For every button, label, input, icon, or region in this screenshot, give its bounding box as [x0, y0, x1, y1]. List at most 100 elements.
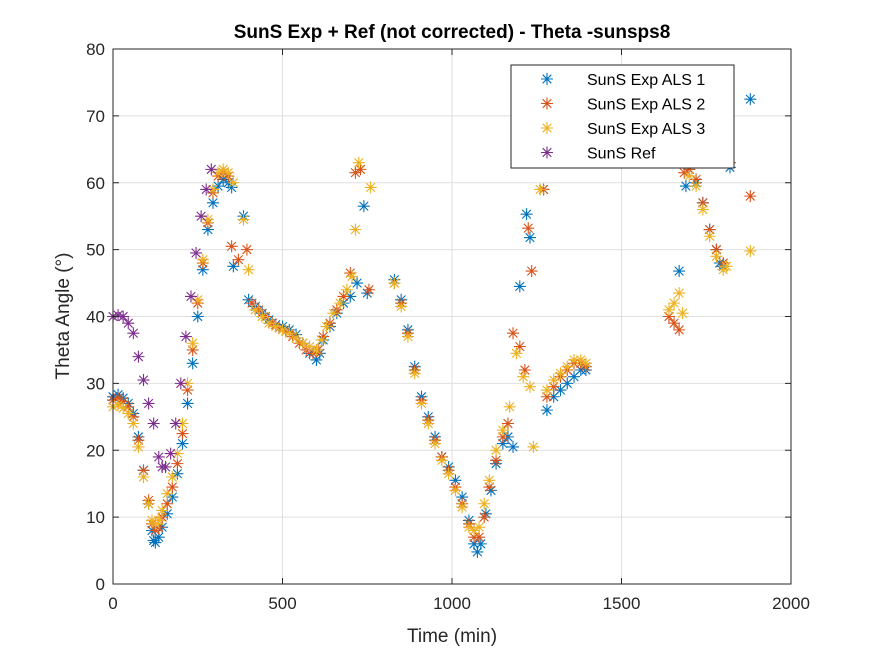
- data-point: [166, 491, 179, 504]
- data-point: [703, 230, 716, 243]
- data-point: [568, 353, 581, 366]
- data-point: [127, 410, 140, 423]
- data-point: [401, 330, 414, 343]
- data-point: [696, 196, 709, 209]
- data-point: [522, 222, 535, 235]
- data-point: [518, 364, 531, 376]
- data-point: [171, 447, 184, 460]
- data-point: [349, 166, 362, 179]
- data-point: [112, 392, 125, 405]
- data-point: [112, 398, 125, 411]
- data-point: [534, 183, 547, 196]
- data-point: [112, 309, 125, 322]
- data-point: [132, 350, 145, 363]
- data-point: [166, 481, 179, 494]
- data-point: [171, 457, 184, 470]
- data-point: [513, 280, 526, 293]
- data-point: [474, 537, 487, 550]
- data-point: [744, 244, 757, 257]
- data-point: [152, 450, 165, 463]
- data-point: [345, 270, 358, 283]
- data-point: [683, 170, 696, 183]
- data-point: [468, 537, 481, 550]
- data-point: [225, 240, 238, 253]
- data-point: [181, 377, 194, 390]
- data-point: [362, 283, 375, 296]
- data-point: [127, 417, 140, 430]
- data-point: [696, 203, 709, 216]
- data-point: [142, 397, 155, 410]
- data-point: [510, 347, 523, 360]
- data-point: [249, 303, 262, 316]
- data-point: [547, 380, 560, 393]
- data-point: [142, 497, 155, 510]
- data-point: [137, 464, 150, 477]
- data-point: [262, 317, 275, 330]
- data-point: [315, 333, 328, 346]
- y-tick-label: 40: [86, 308, 105, 327]
- data-point: [449, 484, 462, 497]
- data-point: [344, 267, 357, 280]
- data-point: [574, 353, 587, 366]
- x-tick-label: 2000: [772, 594, 810, 613]
- data-point: [554, 367, 567, 380]
- data-point: [490, 454, 503, 467]
- y-tick-label: 20: [86, 441, 105, 460]
- legend-label: SunS Exp ALS 1: [587, 72, 705, 89]
- data-point: [117, 395, 130, 408]
- data-point: [361, 287, 374, 300]
- data-point: [181, 397, 194, 410]
- data-point: [507, 327, 520, 340]
- data-point: [540, 390, 553, 403]
- data-point: [303, 340, 316, 353]
- data-point: [132, 440, 145, 453]
- data-point: [351, 277, 364, 290]
- data-point: [395, 300, 408, 313]
- data-point: [195, 210, 208, 223]
- data-point: [429, 437, 442, 450]
- x-tick-label: 1500: [603, 594, 641, 613]
- data-point: [344, 290, 357, 303]
- legend: SunS Exp ALS 1 SunS Exp ALS 2 SunS Exp ALS…: [510, 64, 735, 169]
- data-point: [484, 484, 497, 497]
- data-point: [408, 367, 421, 380]
- data-point: [662, 303, 675, 316]
- data-point: [152, 514, 165, 527]
- data-point: [547, 374, 560, 387]
- data-point: [137, 374, 150, 387]
- data-point: [520, 208, 533, 221]
- data-point: [478, 511, 491, 524]
- x-tick-label: 1000: [433, 594, 471, 613]
- data-point: [668, 317, 681, 330]
- data-point: [496, 430, 509, 443]
- y-tick-label: 30: [86, 374, 105, 393]
- legend-marker: [541, 73, 553, 85]
- data-point: [207, 183, 220, 196]
- data-point: [227, 260, 240, 273]
- data-point: [122, 400, 135, 413]
- data-point: [679, 180, 692, 193]
- data-point: [205, 163, 218, 176]
- data-point: [357, 200, 370, 213]
- data-point: [340, 283, 353, 296]
- data-point: [283, 327, 296, 340]
- data-point: [159, 460, 172, 473]
- data-point: [683, 163, 696, 176]
- data-point: [678, 166, 691, 179]
- data-markers: [107, 93, 757, 558]
- y-tick-label: 50: [86, 241, 105, 260]
- data-point: [191, 293, 204, 306]
- y-tick-label: 60: [86, 174, 105, 193]
- x-tick-label: 0: [108, 594, 117, 613]
- data-point: [540, 404, 553, 417]
- data-point: [483, 481, 496, 494]
- data-point: [744, 93, 757, 106]
- series-4-markers: [107, 163, 218, 473]
- data-point: [310, 353, 323, 366]
- data-point: [201, 213, 214, 226]
- data-point: [478, 497, 491, 510]
- data-point: [673, 265, 686, 278]
- data-point: [579, 357, 592, 370]
- y-tick-label: 0: [96, 575, 105, 594]
- data-point: [327, 307, 340, 320]
